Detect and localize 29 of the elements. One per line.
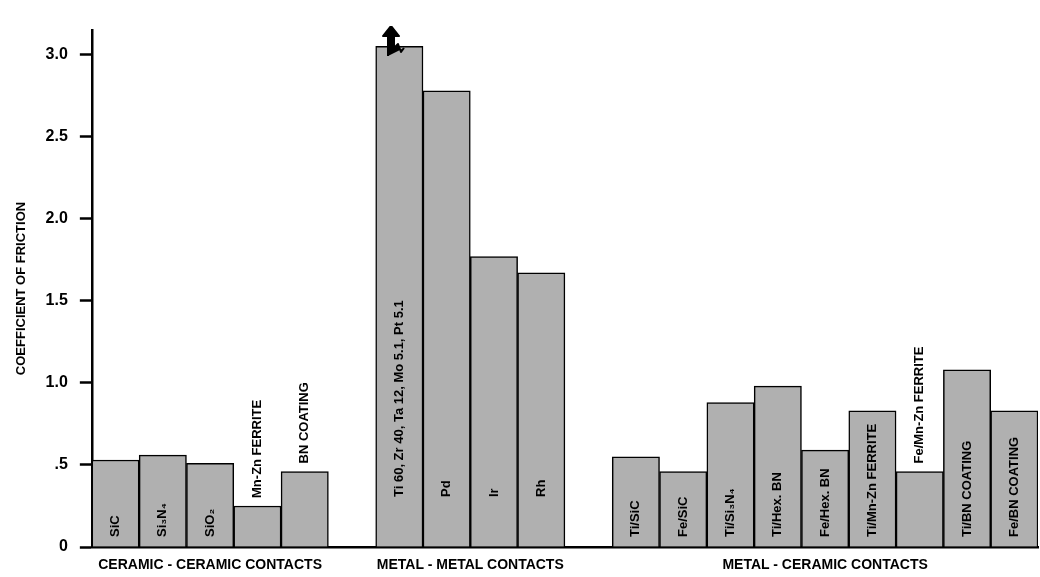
- x-tick-label: Ti/Mn-Zn FERRITE: [864, 423, 879, 537]
- y-tick-label: 1.5: [45, 291, 68, 309]
- y-tick-label: .5: [54, 455, 68, 473]
- y-tick-label: 2.5: [45, 127, 68, 145]
- x-tick-label: SiO₂: [201, 508, 217, 537]
- text: METAL - METAL CONTACTS: [376, 555, 564, 572]
- x-tick-label: Mn-Zn FERRITE: [249, 399, 264, 498]
- x-tick-label: Fe/SiC: [674, 495, 690, 538]
- text: METAL - CERAMIC CONTACTS: [722, 555, 928, 572]
- x-tick-label: Ti/SiC: [627, 499, 643, 537]
- x-tick-label: Ti/Hex. BN: [769, 472, 785, 537]
- y-tick-label: 2.0: [45, 209, 68, 227]
- y-axis-title: COEFFICIENT OF FRICTION: [13, 201, 29, 376]
- y-tick-label: 1.0: [45, 373, 68, 391]
- x-tick-label: Ti 60, Zr 40, Ta 12, Mo 5.1, Pt 5.1: [390, 300, 406, 498]
- x-tick-label: Fe/Hex. BN: [816, 468, 832, 537]
- x-tick-label: Pd: [438, 480, 454, 498]
- x-tick-label: Fe/BN COATING: [1005, 436, 1021, 537]
- x-tick-label: Ir: [485, 488, 501, 497]
- x-tick-label: Ti/Si₃N₄: [722, 488, 738, 537]
- y-tick-label: 3.0: [45, 45, 68, 63]
- x-tick-label: Si₃N₄: [154, 503, 170, 538]
- x-tick-label: Ti/BN COATING: [958, 440, 974, 537]
- x-tick-label: BN COATING: [296, 382, 312, 464]
- y-tick-label: 0: [58, 537, 68, 555]
- x-tick-label: Fe/Mn-Zn FERRITE: [911, 346, 927, 464]
- text: CERAMIC - CERAMIC CONTACTS: [98, 555, 322, 572]
- x-tick-label: Rh: [532, 479, 548, 498]
- x-tick-label: SiC: [107, 514, 123, 537]
